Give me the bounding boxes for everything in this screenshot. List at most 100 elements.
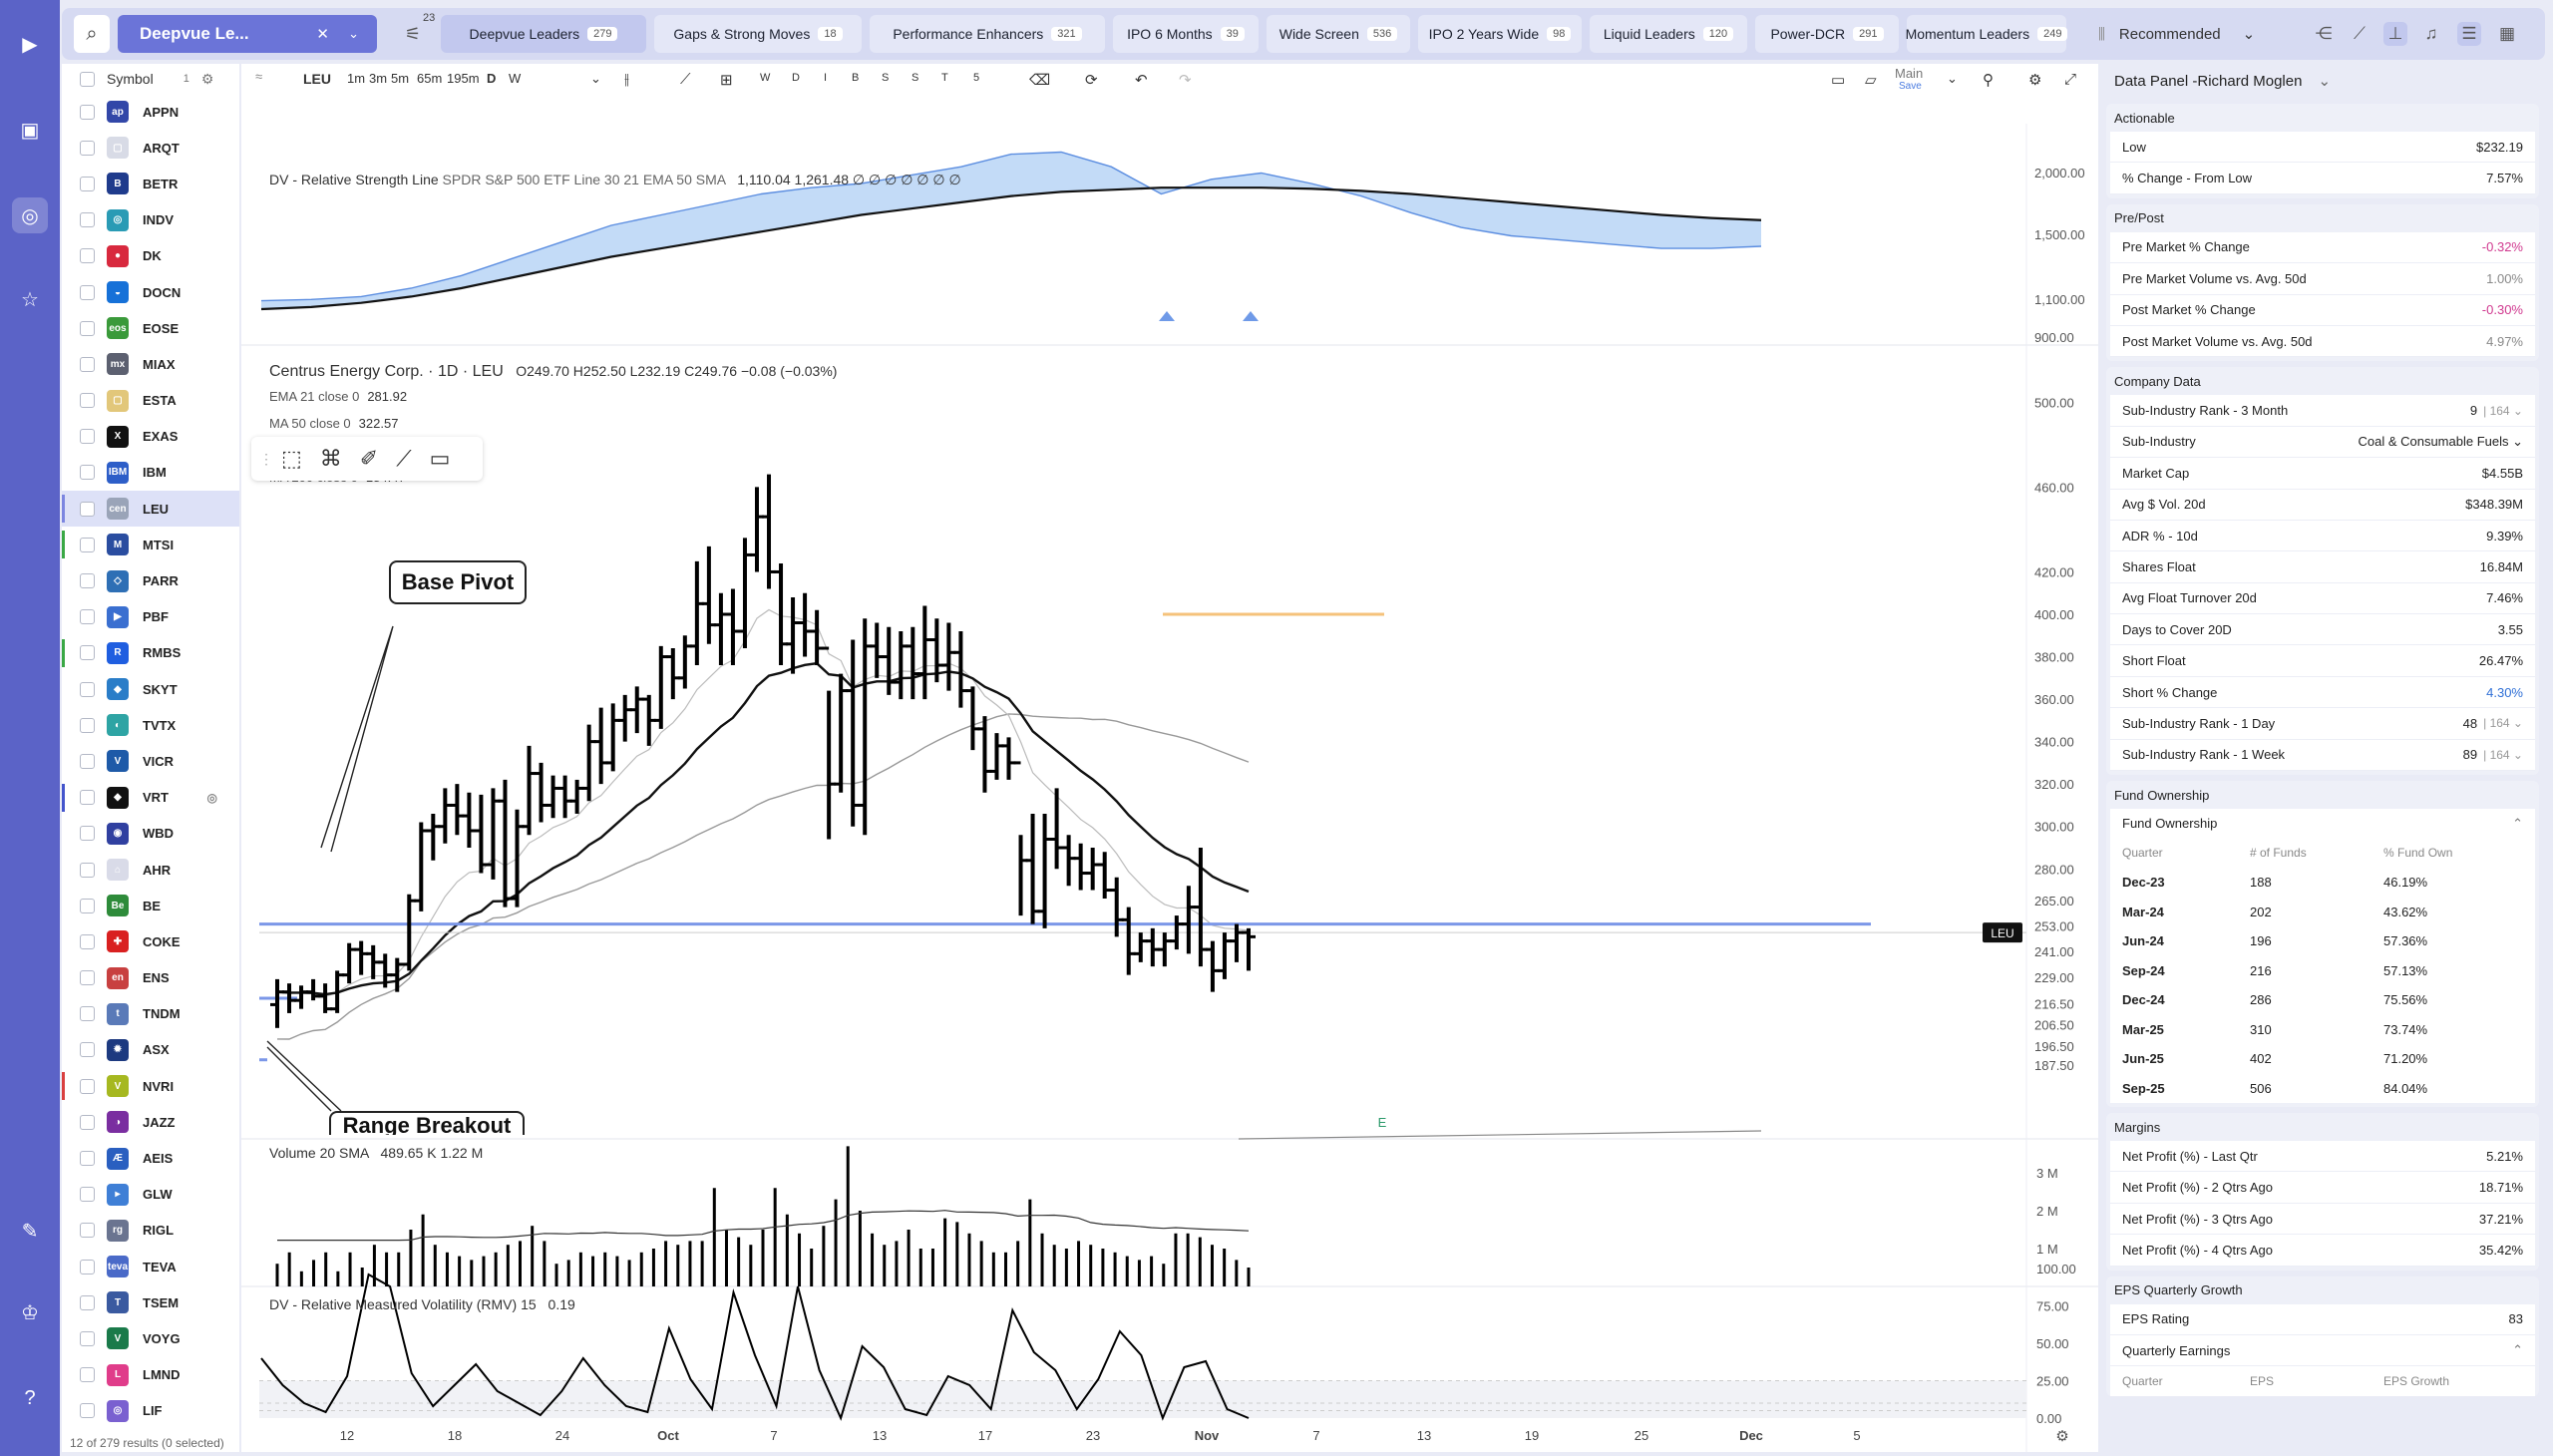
row-checkbox[interactable] [80, 284, 95, 300]
tab-ipo-6-months[interactable]: IPO 6 Months 39 [1113, 15, 1259, 53]
range-button[interactable]: B [852, 72, 860, 84]
ohlc-bar[interactable] [977, 716, 992, 793]
fund-column-header[interactable]: # of Funds [2250, 846, 2307, 861]
ohlc-bar[interactable] [653, 645, 668, 729]
row-checkbox[interactable] [80, 1330, 95, 1346]
timeframe-3m[interactable]: 3m [369, 71, 388, 86]
watchlist-row[interactable]: mx MIAX [62, 346, 239, 382]
watchlist-row[interactable]: ● DK [62, 238, 239, 274]
row-checkbox[interactable] [80, 212, 95, 228]
row-checkbox[interactable] [80, 862, 95, 878]
watchlist-select[interactable]: Deepvue Le... ✕ ⌄ [118, 15, 377, 53]
ohlc-bar[interactable] [534, 762, 548, 823]
layout-window-icon[interactable]: ▭ [1831, 72, 1846, 89]
ohlc-bar[interactable] [798, 592, 813, 657]
timeframe-5m[interactable]: 5m [391, 71, 410, 86]
range-button[interactable]: W [760, 72, 771, 84]
ohlc-bar[interactable] [882, 626, 897, 695]
timeframe-195m[interactable]: 195m [447, 71, 480, 86]
ohlc-bar[interactable] [629, 686, 644, 734]
ohlc-bar[interactable] [306, 978, 321, 1001]
row-checkbox[interactable] [80, 140, 95, 156]
ohlc-bar[interactable] [713, 592, 728, 666]
row-checkbox[interactable] [80, 320, 95, 336]
ma-legend-row[interactable]: MA 50 close 0 322.57 [269, 416, 398, 431]
ohlc-bar[interactable] [474, 794, 489, 874]
watchlist-row[interactable]: V VOYG [62, 1320, 239, 1356]
ohlc-bar[interactable] [1001, 737, 1016, 780]
data-row-sub[interactable]: | 164 ⌄ [2483, 716, 2523, 731]
watchlist-row[interactable]: ✹ ASX [62, 1032, 239, 1068]
dashboard-icon[interactable]: ▣ [20, 119, 40, 142]
list-view-icon[interactable]: ☰ [2457, 22, 2481, 46]
range-button[interactable]: 5 [973, 72, 980, 84]
tab-deepvue-leaders[interactable]: Deepvue Leaders 279 [441, 15, 646, 53]
ohlc-bar[interactable] [1181, 886, 1196, 954]
ohlc-bar[interactable] [498, 779, 513, 908]
user-crown-icon[interactable]: ♔ [21, 1301, 39, 1324]
ohlc-bar[interactable] [1193, 848, 1208, 967]
watchlist-row[interactable]: R RMBS [62, 635, 239, 671]
base-pivot-callout[interactable]: Base Pivot [389, 560, 527, 604]
watchlist-row[interactable]: Æ AEIS [62, 1140, 239, 1176]
row-checkbox[interactable] [80, 537, 95, 552]
close-icon[interactable]: ✕ [316, 26, 329, 43]
chevron-up-icon[interactable]: ⌃ [2512, 1342, 2523, 1358]
rectangle-tool-icon[interactable]: ⬚ [281, 446, 302, 471]
ohlc-bar[interactable] [390, 957, 405, 992]
ohlc-bar[interactable] [1097, 852, 1112, 900]
range-button[interactable]: I [824, 72, 828, 84]
ohlc-bar[interactable] [1157, 932, 1172, 967]
watchlist-row[interactable]: ◒ DOCN [62, 274, 239, 310]
undo-icon[interactable]: ↶ [1135, 72, 1148, 89]
redo-icon[interactable]: ↷ [1179, 72, 1192, 89]
ohlc-bar[interactable] [1037, 813, 1052, 928]
ohlc-bar[interactable] [1061, 835, 1076, 887]
ohlc-bar[interactable] [1217, 932, 1232, 979]
row-checkbox[interactable] [80, 645, 95, 661]
watchlist-row[interactable]: V VICR [62, 743, 239, 779]
indicators-icon[interactable]: ⟋ [680, 71, 691, 88]
row-checkbox[interactable] [80, 1151, 95, 1167]
eraser-icon[interactable]: ⌫ [1029, 72, 1051, 89]
share-icon[interactable]: ⋲ [2315, 24, 2333, 43]
chevron-up-icon[interactable]: ⌃ [2512, 815, 2523, 831]
gear-icon[interactable]: ⚙ [200, 70, 214, 87]
row-checkbox[interactable] [80, 790, 95, 806]
ohlc-bar[interactable] [953, 631, 968, 708]
watchlist-row[interactable]: IBM IBM [62, 455, 239, 491]
row-checkbox[interactable] [80, 933, 95, 949]
watchlist-row[interactable]: ◑ JAZZ [62, 1104, 239, 1140]
save-button[interactable]: Save [1899, 81, 1922, 92]
ohlc-bar[interactable] [426, 813, 441, 861]
chevron-down-icon[interactable]: ⌄ [2318, 73, 2332, 90]
ohlc-bar[interactable] [318, 983, 333, 1013]
drag-handle-icon[interactable]: ⋮ [259, 450, 273, 467]
ohlc-bar[interactable] [762, 474, 777, 589]
view-switch[interactable]: ⫼ Recommended ⌄ [2098, 15, 2328, 53]
ohlc-bar[interactable] [270, 978, 284, 1028]
watchlist-row[interactable]: ◎ LIF [62, 1393, 239, 1429]
watchlist-row[interactable]: ▸ GLW [62, 1177, 239, 1213]
row-checkbox[interactable] [80, 429, 95, 445]
chevron-down-icon[interactable]: ⌄ [590, 71, 601, 86]
ohlc-bar[interactable] [1013, 761, 1028, 916]
row-checkbox[interactable] [80, 1187, 95, 1203]
watchlist-row[interactable]: t TNDM [62, 996, 239, 1032]
ohlc-bar[interactable] [366, 944, 381, 979]
row-checkbox[interactable] [80, 609, 95, 625]
fund-subheader[interactable]: Fund Ownership ⌃ [2110, 809, 2535, 839]
ohlc-bar[interactable] [989, 733, 1004, 780]
grid-view-icon[interactable]: ▦ [2498, 24, 2516, 43]
timeframe-1m[interactable]: 1m [347, 71, 366, 86]
ohlc-bar[interactable] [689, 560, 704, 666]
ohlc-bar[interactable] [1073, 843, 1088, 891]
ohlc-bar[interactable] [1025, 813, 1040, 924]
row-checkbox[interactable] [80, 104, 95, 120]
academy-icon[interactable]: ✎ [21, 1220, 39, 1243]
watchlist-row[interactable]: ▶ PBF [62, 599, 239, 635]
tab-ipo-2-years-wide[interactable]: IPO 2 Years Wide 98 [1418, 15, 1582, 53]
ohlc-bar[interactable] [462, 792, 477, 848]
ohlc-bar[interactable] [786, 596, 801, 674]
ohlc-bar[interactable] [641, 694, 656, 746]
